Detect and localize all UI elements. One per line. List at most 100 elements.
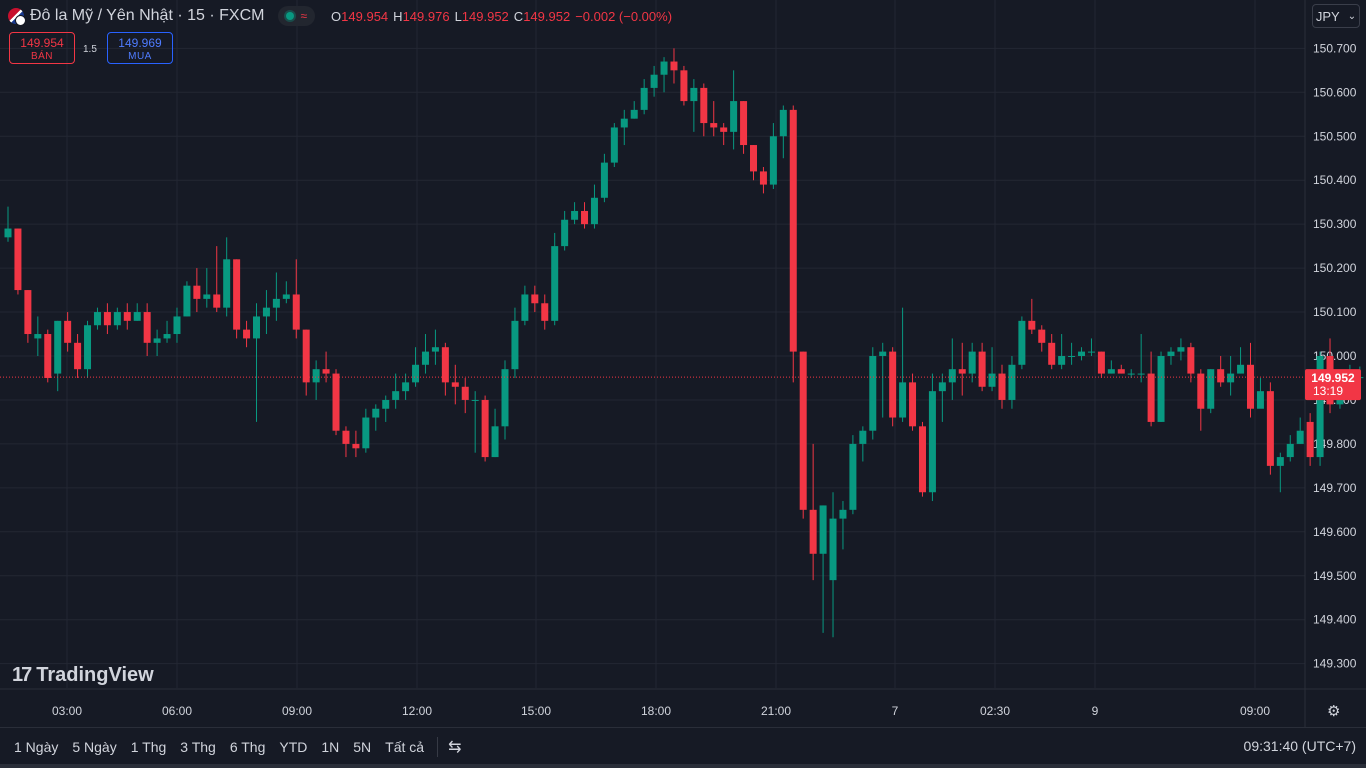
- candle-body: [700, 87, 708, 124]
- range-button[interactable]: 6 Thg: [229, 738, 266, 755]
- y-tick-label: 149.800: [1313, 437, 1357, 451]
- candle-body: [998, 373, 1006, 400]
- candle-body: [620, 118, 628, 128]
- candle-body: [1008, 364, 1016, 400]
- symbol-title[interactable]: Đô la Mỹ / Yên Nhật · 15 · FXCM: [30, 7, 265, 24]
- y-tick-label: 149.700: [1313, 481, 1357, 495]
- y-tick-label: 150.500: [1313, 129, 1357, 143]
- range-button[interactable]: 1 Thg: [130, 738, 167, 755]
- candle-body: [789, 109, 797, 352]
- candle-body: [829, 518, 837, 581]
- candle-body: [1296, 430, 1304, 444]
- candle-body: [958, 369, 966, 374]
- y-tick-label: 150.600: [1313, 85, 1357, 99]
- sell-button[interactable]: 149.954 BÁN: [9, 32, 75, 64]
- candle-body: [243, 329, 251, 339]
- candle-body: [342, 430, 350, 444]
- candle-body: [839, 509, 847, 519]
- clock[interactable]: 09:31:40 (UTC+7): [1243, 738, 1356, 754]
- candle-body: [650, 74, 658, 88]
- candle-body: [531, 294, 539, 304]
- x-tick-label: 02:30: [980, 704, 1010, 718]
- candle-body: [402, 382, 410, 392]
- range-button[interactable]: Tất cả: [385, 738, 425, 755]
- candle-body: [213, 294, 221, 308]
- usd-jpy-flag-icon: [8, 8, 26, 26]
- settings-gear-icon[interactable]: ⚙: [1327, 703, 1341, 720]
- candle-body: [103, 312, 111, 326]
- candle-body: [988, 373, 996, 387]
- y-tick-label: 150.200: [1313, 261, 1357, 275]
- candle-body: [750, 145, 757, 172]
- candle-body: [571, 210, 579, 220]
- candle-body: [292, 294, 300, 330]
- candle-body: [978, 351, 986, 387]
- candle-body: [1147, 373, 1155, 422]
- y-tick-label: 150.100: [1313, 305, 1357, 319]
- candle-body: [1247, 364, 1254, 409]
- open-value: 149.954: [341, 8, 389, 24]
- candle-body: [173, 316, 181, 335]
- candle-body: [44, 334, 52, 378]
- candle-body: [233, 259, 241, 330]
- candle-body: [1127, 373, 1135, 375]
- candle-body: [1137, 373, 1145, 375]
- candle-body: [282, 294, 290, 299]
- candle-body: [740, 101, 748, 146]
- y-tick-label: 149.300: [1313, 657, 1357, 671]
- candle-body: [123, 312, 131, 321]
- candle-body: [511, 320, 519, 370]
- x-tick-label: 12:00: [402, 704, 432, 718]
- currency-label: JPY: [1315, 8, 1340, 24]
- buy-label: MUA: [128, 51, 152, 62]
- candle-body: [1068, 356, 1076, 357]
- candle-body: [352, 443, 360, 449]
- range-button[interactable]: 3 Thg: [180, 738, 216, 755]
- date-range-icon[interactable]: ⇆: [448, 738, 462, 756]
- candle-body: [1207, 369, 1215, 409]
- range-button[interactable]: 5 Ngày: [72, 738, 117, 755]
- sell-price: 149.954: [20, 36, 64, 50]
- candle-body: [769, 136, 777, 185]
- candle-body: [84, 325, 92, 370]
- candle-body: [133, 312, 141, 321]
- candle-body: [421, 351, 429, 365]
- candle-body: [630, 109, 638, 119]
- x-tick-label: 9: [1092, 704, 1099, 718]
- candle-body: [1187, 347, 1195, 374]
- market-status[interactable]: ≈: [278, 6, 316, 26]
- buy-button[interactable]: 149.969 MUA: [107, 32, 173, 64]
- candle-body: [4, 228, 12, 238]
- candle-body: [362, 417, 370, 449]
- range-button[interactable]: YTD: [279, 738, 308, 755]
- toolbar-divider: [437, 736, 439, 757]
- price-chart[interactable]: 150.700 150.600 150.500 150.400 150.300 150.2…: [0, 0, 1366, 727]
- candle-body: [859, 430, 867, 444]
- logo-text: TradingView: [36, 664, 154, 686]
- candle-body: [302, 329, 310, 383]
- candle-body: [153, 338, 161, 343]
- candle-body: [551, 246, 559, 321]
- candle-body: [1018, 320, 1026, 365]
- candle-body: [600, 162, 608, 198]
- candle-body: [809, 509, 817, 554]
- range-button[interactable]: 1 Ngày: [14, 738, 59, 755]
- tradingview-logo[interactable]: 17 TradingView: [12, 664, 154, 687]
- candle-body: [1227, 373, 1235, 383]
- high-value: 149.976: [402, 8, 450, 24]
- candle-body: [1028, 320, 1036, 330]
- candle-body: [1117, 369, 1125, 374]
- candle-body: [1237, 364, 1245, 374]
- range-button[interactable]: 1N: [321, 738, 340, 755]
- candle-body: [1097, 351, 1105, 374]
- candle-body: [730, 101, 738, 132]
- y-tick-label: 149.600: [1313, 525, 1357, 539]
- candle-body: [203, 294, 211, 299]
- candle-body: [928, 391, 936, 493]
- candle-body: [849, 443, 857, 510]
- range-button[interactable]: 5N: [353, 738, 372, 755]
- currency-button[interactable]: JPY ⌄: [1312, 4, 1360, 28]
- candle-body: [879, 351, 887, 356]
- candle-body: [918, 426, 926, 493]
- candle-body: [1157, 356, 1165, 422]
